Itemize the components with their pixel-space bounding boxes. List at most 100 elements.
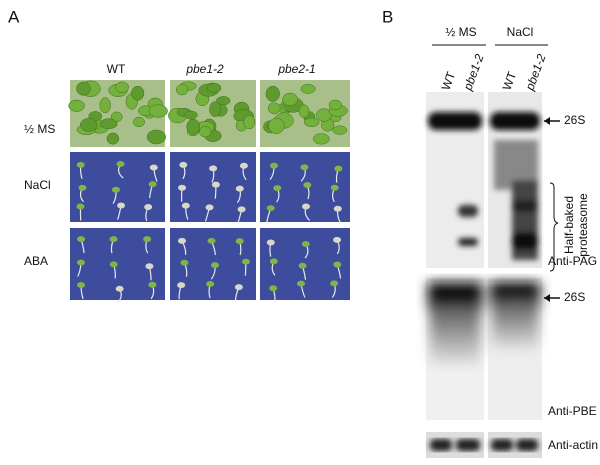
cotyledon [300, 164, 309, 171]
column-label: pbe2-1 [277, 62, 315, 76]
column-label: WT [107, 62, 126, 76]
cotyledon [269, 258, 278, 265]
row-label: NaCl [24, 178, 51, 192]
cotyledon [109, 261, 118, 268]
cotyledon [148, 181, 157, 188]
leaf [265, 85, 280, 102]
bracket [549, 182, 559, 272]
leaf [99, 97, 111, 114]
cotyledon [210, 262, 219, 269]
cotyledon [297, 280, 306, 287]
cotyledon [269, 285, 278, 292]
row-label: ½ MS [24, 122, 55, 136]
leaf [68, 99, 85, 112]
leaf [304, 117, 320, 127]
cotyledon [333, 261, 342, 268]
panel-b: B ½ MS NaCl WT pbe1-2 WT pbe1-2 26S Half… [382, 7, 598, 458]
leaf [267, 102, 281, 115]
cotyledon [333, 236, 342, 243]
leaf [332, 125, 348, 135]
cotyledon [177, 237, 186, 244]
cotyledon [77, 281, 86, 288]
group-label: NaCl [507, 25, 534, 39]
leaf [328, 99, 342, 111]
cotyledon [76, 161, 85, 168]
cotyledon [180, 259, 189, 266]
cotyledon [144, 203, 153, 210]
cotyledon [177, 282, 186, 289]
cotyledon [266, 205, 275, 212]
leaf [99, 118, 118, 130]
leaf [199, 126, 212, 138]
cotyledon [298, 262, 307, 269]
leaf [282, 92, 298, 106]
cotyledon [211, 181, 220, 188]
cotyledon [149, 164, 158, 171]
cotyledon [237, 206, 246, 213]
cotyledon [207, 237, 216, 244]
leaf [183, 110, 198, 120]
cotyledon [178, 184, 187, 191]
leaf [300, 84, 316, 94]
leaf [209, 101, 221, 118]
cotyledon [206, 281, 215, 288]
cotyledon [266, 239, 275, 246]
cotyledon [76, 203, 85, 210]
cotyledon [181, 202, 190, 209]
cotyledon [205, 204, 214, 211]
cotyledon [301, 203, 310, 210]
arrow-head [544, 117, 550, 125]
leaf [131, 85, 145, 101]
cotyledon [301, 241, 310, 248]
cotyledon [145, 263, 154, 270]
leaf [298, 104, 310, 118]
leaf [206, 82, 222, 93]
bracket-label: Half-baked [562, 196, 576, 254]
cotyledon [143, 236, 152, 243]
cotyledon [234, 284, 243, 291]
leaf [106, 132, 120, 145]
marker-label: 26S [564, 290, 585, 304]
cotyledon [330, 280, 339, 287]
cotyledon [117, 202, 126, 209]
leaf [80, 117, 98, 132]
cotyledon [239, 162, 248, 169]
group-label: ½ MS [445, 25, 476, 39]
row-label: ABA [24, 254, 48, 268]
cotyledon [78, 184, 87, 191]
lane-label: pbe1-2 [522, 52, 548, 93]
cotyledon [179, 161, 188, 168]
cotyledon [235, 185, 244, 192]
leaf [243, 115, 256, 130]
antibody-label: Anti-PBE [548, 404, 597, 418]
leaf [313, 133, 330, 145]
panel-label: B [382, 7, 393, 26]
cotyledon [330, 184, 339, 191]
leaf [146, 129, 166, 145]
leaf [148, 104, 168, 118]
cotyledon [334, 165, 343, 172]
antibody-label: Anti-PAG [548, 254, 597, 268]
leaf [115, 81, 129, 94]
cotyledon [77, 236, 86, 243]
bands [428, 282, 540, 365]
cotyledon [303, 182, 312, 189]
cotyledon [109, 236, 118, 243]
marker-label: 26S [564, 113, 585, 127]
leaf [133, 116, 145, 128]
cotyledon [235, 238, 244, 245]
panel-label: A [8, 7, 20, 26]
leaf [186, 118, 201, 135]
cotyledon [269, 162, 278, 169]
cotyledon [273, 185, 282, 192]
cotyledon [115, 285, 124, 292]
cotyledon [148, 281, 157, 288]
column-label: pbe1-2 [185, 62, 224, 76]
bracket-label: proteasome [576, 193, 590, 257]
panel-a: A WT pbe1-2 pbe2-1 ½ MS NaCl ABA [8, 7, 350, 304]
leaf [76, 81, 91, 96]
leaf [268, 117, 285, 134]
cotyledon [116, 161, 125, 168]
bands [428, 112, 540, 260]
